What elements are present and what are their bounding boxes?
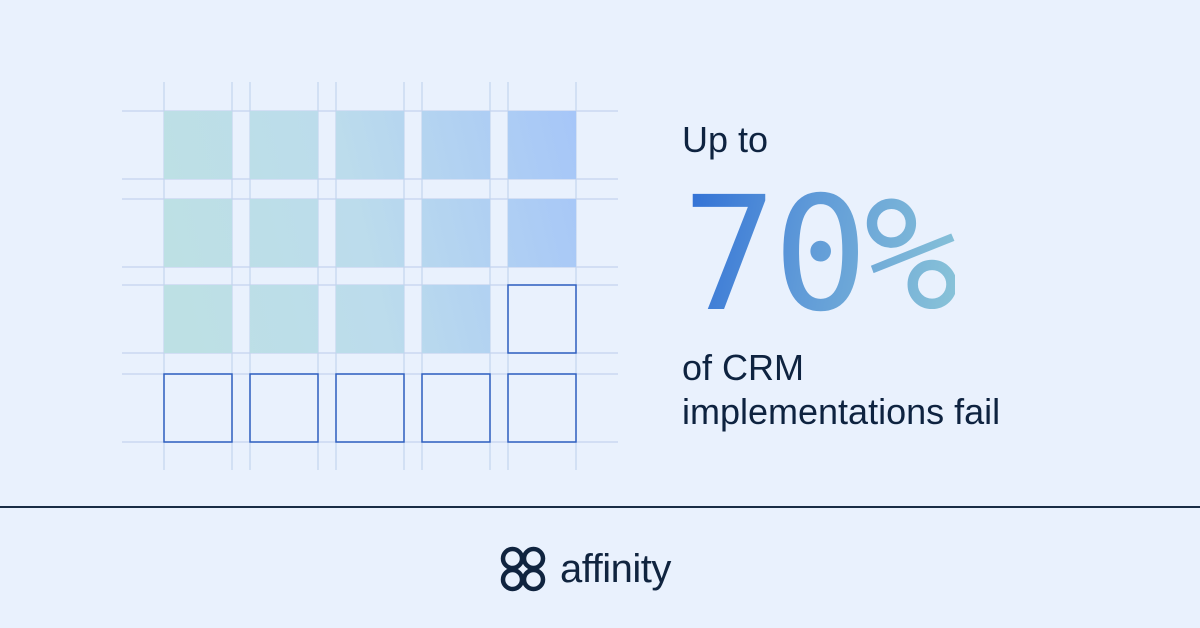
grid-cell-filled <box>250 285 318 353</box>
grid-cell-filled <box>336 199 404 267</box>
grid-cell-filled <box>164 199 232 267</box>
stat-caption-line-1: of CRM <box>682 347 805 388</box>
grid-cell-filled <box>422 285 490 353</box>
grid-cell-filled <box>508 199 576 267</box>
stat-block: Up to 70% of CRM implementations fail <box>682 118 1182 432</box>
brand-name: affinity <box>560 546 671 591</box>
grid-cell-filled <box>250 111 318 179</box>
brand-logo: affinity <box>498 544 671 594</box>
grid-cell-filled <box>336 111 404 179</box>
grid-cell-filled <box>422 111 490 179</box>
grid-cell-filled <box>508 111 576 179</box>
grid-cell-filled <box>336 285 404 353</box>
grid-cell-filled <box>422 199 490 267</box>
grid-cells <box>163 111 577 443</box>
grid-cell-empty <box>249 373 319 443</box>
stat-grid-graphic <box>122 82 618 470</box>
grid-cell-filled <box>164 111 232 179</box>
footer-divider <box>0 506 1200 508</box>
affinity-logo-icon <box>500 546 546 592</box>
stat-caption: of CRM implementations fail <box>682 346 1000 434</box>
stat-caption-line-2: implementations fail <box>682 391 1001 432</box>
grid-cell-empty <box>335 373 405 443</box>
grid-cell-empty <box>507 373 577 443</box>
grid-cell-filled <box>164 285 232 353</box>
grid-cell-filled <box>250 199 318 267</box>
grid-cell-empty <box>421 373 491 443</box>
stat-percentage: 70% <box>682 163 959 347</box>
grid-cell-empty <box>163 373 233 443</box>
stat-lead-text: Up to <box>682 119 769 160</box>
grid-cell-empty <box>507 284 577 354</box>
